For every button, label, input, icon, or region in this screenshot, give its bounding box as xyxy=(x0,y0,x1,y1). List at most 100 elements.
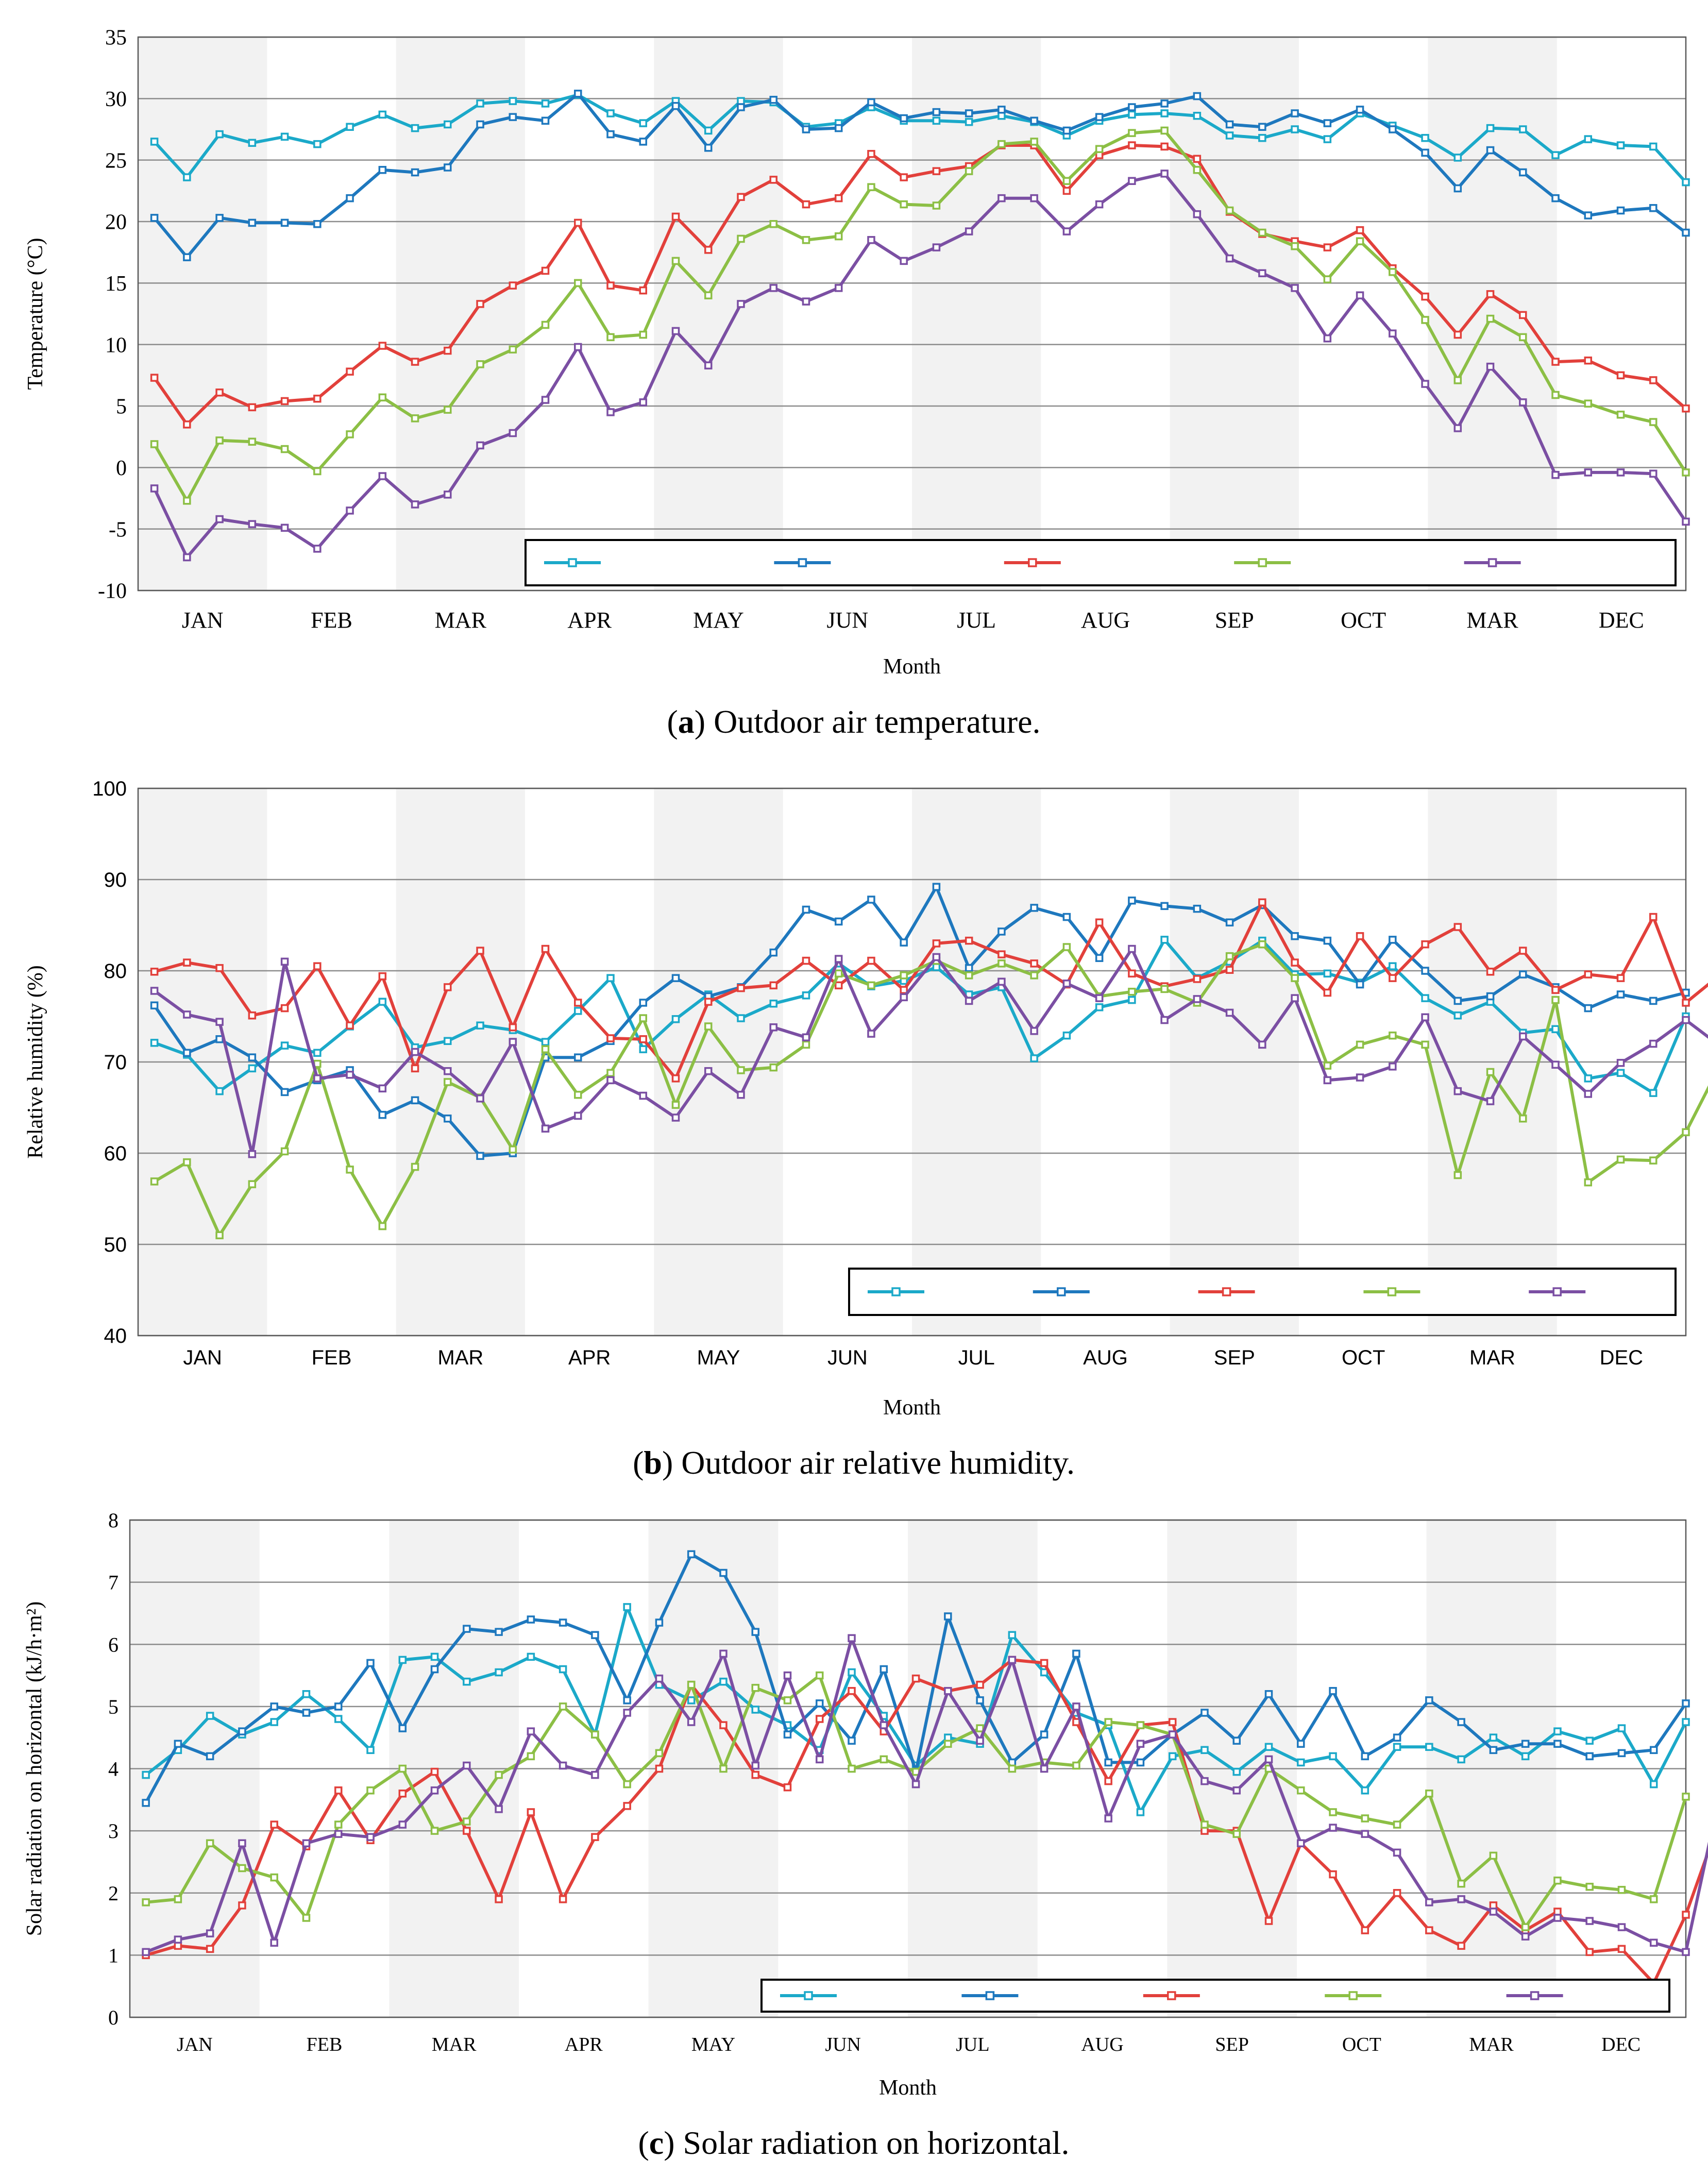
data-point xyxy=(313,140,322,148)
data-point xyxy=(834,232,843,241)
data-point xyxy=(1168,1718,1177,1726)
y-tick-label: 25 xyxy=(105,149,127,173)
data-point xyxy=(1682,1911,1690,1919)
legend-label-sapporo: SAPPORO xyxy=(1593,0,1633,2)
data-point xyxy=(509,1145,517,1154)
data-point xyxy=(1682,1016,1690,1024)
data-point xyxy=(1329,1686,1337,1695)
data-point xyxy=(1393,1889,1401,1897)
data-point xyxy=(655,1749,664,1758)
data-point xyxy=(174,1942,182,1950)
data-point xyxy=(655,1618,664,1627)
month-label: APR xyxy=(565,2034,603,2055)
month-label: MAR xyxy=(437,1346,483,1369)
data-point xyxy=(142,1948,150,1956)
data-point xyxy=(932,883,941,891)
data-point xyxy=(1682,1699,1690,1708)
data-point xyxy=(1160,109,1169,117)
data-point xyxy=(1389,1062,1397,1071)
data-point xyxy=(1553,1914,1562,1922)
data-point xyxy=(495,1895,503,1903)
data-point xyxy=(238,1901,246,1910)
data-point xyxy=(1232,1736,1241,1745)
data-point xyxy=(802,125,810,133)
data-point xyxy=(997,959,1006,968)
y-tick-label: 1 xyxy=(108,1944,119,1967)
data-point xyxy=(1030,116,1038,125)
data-point xyxy=(1323,969,1332,978)
data-point xyxy=(248,218,257,227)
data-point xyxy=(150,1177,159,1186)
month-label: MAR xyxy=(432,2034,477,2055)
data-point xyxy=(671,1015,680,1023)
legend-marker xyxy=(798,558,807,567)
data-point xyxy=(802,1033,810,1041)
data-point xyxy=(1486,992,1495,1001)
data-point xyxy=(1551,151,1560,159)
data-point xyxy=(965,997,973,1005)
data-point xyxy=(1062,227,1071,235)
data-point xyxy=(623,1603,631,1611)
data-point xyxy=(1421,994,1429,1002)
data-point xyxy=(206,1945,214,1953)
data-point xyxy=(1072,1649,1080,1658)
data-point xyxy=(183,173,191,181)
y-tick-label: 5 xyxy=(108,1695,119,1718)
data-point xyxy=(1457,1879,1465,1888)
data-point xyxy=(1258,133,1266,142)
y-tick-label: 20 xyxy=(105,211,127,234)
data-point xyxy=(719,1764,728,1773)
data-point xyxy=(495,1628,503,1636)
data-point xyxy=(444,163,452,172)
data-point xyxy=(1160,126,1169,135)
caption-title: Solar radiation on horizontal. xyxy=(683,2124,1070,2161)
data-point xyxy=(1421,148,1429,157)
data-point xyxy=(411,1096,419,1105)
data-point xyxy=(1356,106,1364,114)
data-point xyxy=(1072,1702,1080,1711)
data-point xyxy=(1225,120,1234,129)
data-point xyxy=(1425,1743,1433,1751)
y-tick-label: 0 xyxy=(108,2006,119,2029)
y-tick-label: 10 xyxy=(105,333,127,357)
y-tick-label: 35 xyxy=(105,26,127,50)
data-point xyxy=(1486,146,1495,155)
data-point xyxy=(1323,988,1332,997)
data-point xyxy=(1008,1656,1017,1664)
data-point xyxy=(1649,204,1658,212)
data-point xyxy=(476,1094,484,1103)
data-point xyxy=(1486,314,1495,323)
data-point xyxy=(802,905,810,914)
data-point xyxy=(463,1817,471,1826)
data-point xyxy=(1030,138,1038,146)
data-point xyxy=(313,467,322,476)
data-point xyxy=(1389,936,1397,944)
data-point xyxy=(1585,1736,1594,1745)
data-point xyxy=(541,99,550,108)
data-point xyxy=(215,388,224,397)
data-point xyxy=(430,1827,439,1835)
data-point xyxy=(509,113,517,121)
legend-label-ulsan: ULSAN xyxy=(1298,0,1326,2)
data-point xyxy=(1551,1025,1560,1034)
legend-marker xyxy=(1487,558,1497,567)
data-point xyxy=(1421,133,1429,142)
data-point xyxy=(509,97,517,105)
data-point xyxy=(1356,1040,1364,1049)
data-point xyxy=(248,1011,257,1020)
data-point xyxy=(1584,1178,1593,1187)
data-point xyxy=(1323,275,1332,283)
data-point xyxy=(270,1938,278,1947)
legend-label-dacca: DACCA xyxy=(1025,0,1054,2)
data-point xyxy=(737,300,745,308)
data-point xyxy=(1457,1895,1465,1903)
data-point xyxy=(1193,155,1202,163)
data-point xyxy=(1264,1690,1273,1698)
data-point xyxy=(1584,1074,1593,1083)
y-tick-label: 5 xyxy=(116,395,127,419)
data-point xyxy=(1323,119,1332,127)
data-point xyxy=(1136,1740,1145,1748)
data-point xyxy=(737,1014,745,1022)
data-point xyxy=(1393,1820,1401,1829)
data-point xyxy=(769,1023,777,1032)
